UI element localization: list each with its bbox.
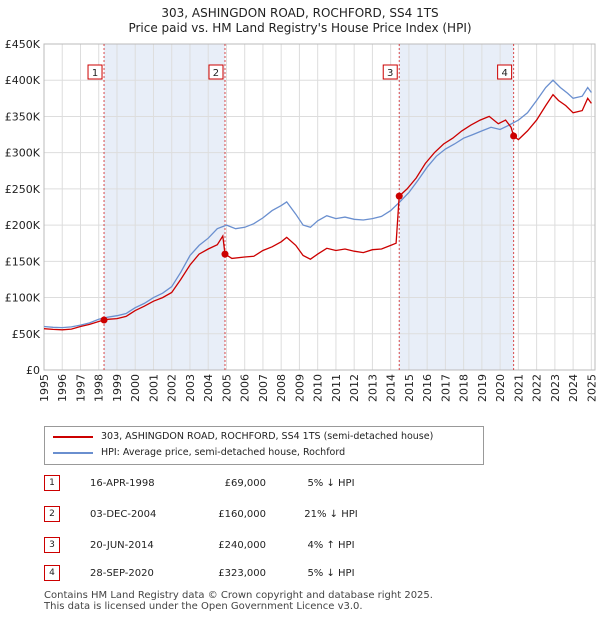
x-tick-label: 2017 (439, 374, 452, 402)
sale-number-badge: 3 (44, 537, 60, 553)
ownership-shade-1 (104, 44, 225, 370)
y-tick-label: £100K (5, 292, 41, 305)
x-tick-label: 2024 (567, 374, 580, 402)
sale-point-2 (221, 250, 229, 258)
sale-label-box-3 (382, 64, 398, 80)
y-tick-label: £200K (5, 219, 41, 232)
x-tick-label: 1997 (74, 374, 87, 402)
chart-title: 303, ASHINGDON ROAD, ROCHFORD, SS4 1TS (161, 6, 439, 20)
ownership-shade-2 (399, 44, 514, 370)
sale-date: 03-DEC-2004 (90, 509, 157, 520)
legend-label-hpi: HPI: Average price, semi-detached house,… (101, 447, 346, 458)
y-tick-label: £400K (5, 74, 41, 87)
x-tick-label: 2010 (312, 374, 325, 402)
sale-label-2: 2 (213, 68, 219, 79)
sale-hpi-diff: 5% ↓ HPI (307, 478, 355, 489)
price-chart: £0 £50K £100K £150K £200K £250K £300K £350K £400… (5, 38, 599, 402)
legend: 303, ASHINGDON ROAD, ROCHFORD, SS4 1TS (… (44, 426, 484, 465)
y-tick-label: £150K (5, 255, 41, 268)
x-tick-label: 2014 (385, 374, 398, 402)
x-tick-label: 2013 (366, 374, 379, 402)
x-tick-label: 2016 (421, 374, 434, 402)
x-tick-label: 2005 (220, 374, 233, 402)
x-tick-label: 2000 (129, 374, 142, 402)
legend-label-property: 303, ASHINGDON ROAD, ROCHFORD, SS4 1TS (… (101, 431, 434, 442)
legend-swatch-hpi (53, 452, 93, 454)
sale-point-3 (395, 192, 403, 200)
sale-label-box-4 (497, 64, 513, 80)
sale-number-badge: 1 (44, 475, 60, 491)
x-tick-label: 2002 (166, 374, 179, 402)
x-tick-label: 2009 (293, 374, 306, 402)
sale-price: £160,000 (218, 509, 266, 520)
x-tick-label: 2018 (458, 374, 471, 402)
x-tick-label: 1995 (38, 374, 51, 402)
x-tick-label: 2019 (476, 374, 489, 402)
x-tick-label: 1996 (56, 374, 69, 402)
sale-hpi-diff: 5% ↓ HPI (307, 568, 355, 579)
sale-label-4: 4 (501, 68, 507, 79)
x-tick-label: 2021 (512, 374, 525, 402)
sale-number-badge: 4 (44, 565, 60, 581)
x-tick-label: 2007 (257, 374, 270, 402)
sale-price: £240,000 (218, 540, 266, 551)
sale-label-box-2 (208, 64, 224, 80)
y-tick-label: £300K (5, 147, 41, 160)
legend-swatch-property (53, 436, 93, 438)
sale-date: 28-SEP-2020 (90, 568, 154, 579)
x-tick-label: 2006 (239, 374, 252, 402)
plot-frame (43, 43, 596, 371)
x-tick-label: 2025 (585, 374, 598, 402)
x-tick-label: 2020 (494, 374, 507, 402)
x-tick-label: 2015 (403, 374, 416, 402)
chart-subtitle: Price paid vs. HM Land Registry's House … (128, 21, 472, 35)
sale-price: £69,000 (224, 478, 266, 489)
x-tick-label: 2012 (348, 374, 361, 402)
sale-label-3: 3 (387, 68, 393, 79)
sale-date: 16-APR-1998 (90, 478, 155, 489)
x-tick-label: 2022 (531, 374, 544, 402)
footer-licence: This data is licensed under the Open Gov… (44, 601, 363, 612)
footer-copyright: Contains HM Land Registry data © Crown c… (44, 590, 433, 601)
x-tick-label: 2004 (202, 374, 215, 402)
sale-hpi-diff: 4% ↑ HPI (307, 540, 355, 551)
y-tick-label: £250K (5, 183, 41, 196)
sale-date: 20-JUN-2014 (90, 540, 154, 551)
x-tick-label: 2011 (330, 374, 343, 402)
y-tick-label: £0 (26, 364, 40, 377)
sale-point-4 (510, 132, 518, 140)
sale-point-1 (100, 316, 108, 324)
x-tick-label: 2003 (184, 374, 197, 402)
series-line-hpi (43, 79, 592, 329)
x-tick-label: 1999 (111, 374, 124, 402)
y-tick-label: £350K (5, 110, 41, 123)
x-tick-label: 2023 (549, 374, 562, 402)
sale-number-badge: 2 (44, 506, 60, 522)
sale-label-1: 1 (92, 68, 98, 79)
x-tick-label: 1998 (93, 374, 106, 402)
sale-label-box-1 (87, 64, 103, 80)
y-tick-label: £50K (12, 328, 41, 341)
x-tick-label: 2008 (275, 374, 288, 402)
y-tick-label: £450K (5, 38, 41, 51)
sale-hpi-diff: 21% ↓ HPI (304, 509, 358, 520)
sale-price: £323,000 (218, 568, 266, 579)
x-tick-label: 2001 (147, 374, 160, 402)
